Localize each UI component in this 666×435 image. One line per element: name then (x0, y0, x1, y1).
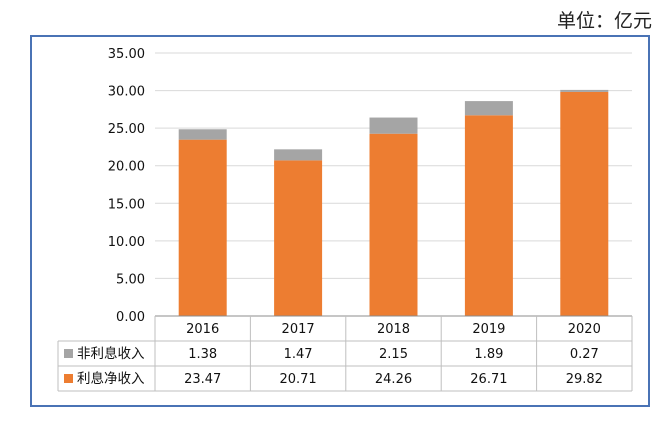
bar-non-interest-2018 (369, 117, 418, 134)
chart-frame (30, 35, 650, 407)
legend-swatch (64, 349, 73, 358)
bar-interest-2016 (178, 139, 227, 316)
data-label: 29.82 (566, 372, 603, 387)
x-tick-label: 2017 (282, 322, 315, 337)
y-tick-label: 25.00 (108, 122, 145, 137)
data-label: 24.26 (375, 372, 412, 387)
x-tick-label: 2020 (568, 322, 601, 337)
y-tick-label: 5.00 (116, 272, 145, 287)
bar-interest-2020 (560, 91, 609, 316)
legend-swatch (64, 374, 73, 383)
y-tick-label: 35.00 (108, 47, 145, 62)
x-tick-label: 2018 (377, 322, 410, 337)
bar-non-interest-2017 (274, 149, 323, 161)
y-tick-label: 20.00 (108, 160, 145, 175)
bar-interest-2018 (369, 133, 418, 316)
bar-interest-2019 (464, 115, 513, 316)
y-tick-label: 0.00 (116, 310, 145, 325)
y-tick-label: 15.00 (108, 197, 145, 212)
data-label: 2.15 (379, 347, 408, 362)
legend-label: 非利息收入 (77, 345, 145, 362)
data-label: 1.47 (284, 347, 313, 362)
data-label: 1.38 (188, 347, 217, 362)
y-tick-label: 30.00 (108, 85, 145, 100)
bar-non-interest-2016 (178, 129, 227, 140)
data-label: 20.71 (279, 372, 316, 387)
data-label: 26.71 (470, 372, 507, 387)
data-label: 1.89 (474, 347, 503, 362)
bar-interest-2017 (274, 160, 323, 316)
bar-non-interest-2019 (464, 101, 513, 116)
legend-label: 利息净收入 (77, 370, 145, 387)
y-tick-label: 10.00 (108, 235, 145, 250)
unit-label: 单位：亿元 (556, 10, 652, 32)
x-tick-label: 2016 (186, 322, 219, 337)
data-label: 0.27 (570, 347, 599, 362)
data-label: 23.47 (184, 372, 221, 387)
bar-non-interest-2020 (560, 89, 609, 92)
x-tick-label: 2019 (472, 322, 505, 337)
